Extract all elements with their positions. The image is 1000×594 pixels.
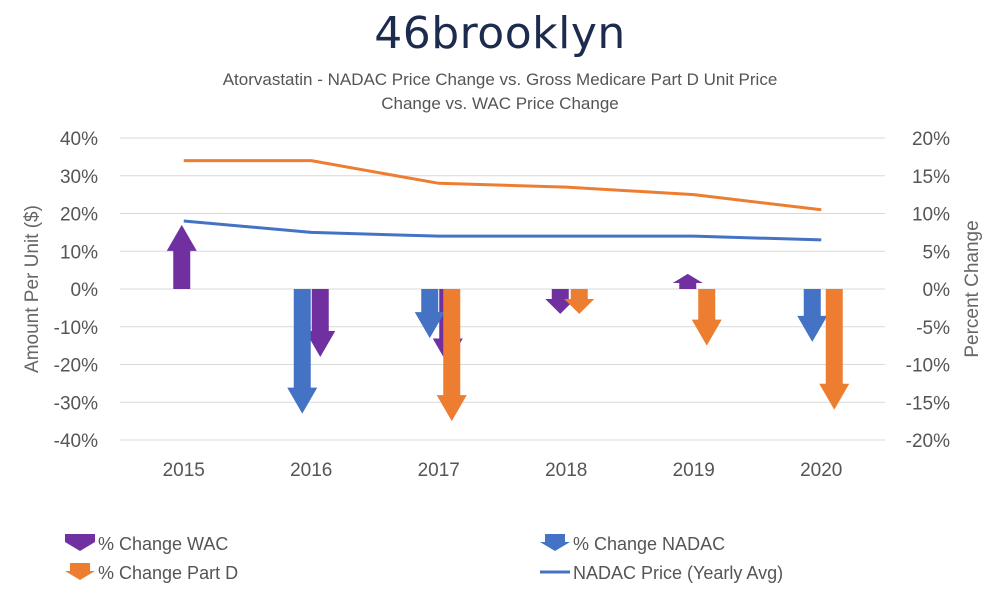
- x-tick-label: 2020: [800, 460, 842, 481]
- x-tick-label: 2019: [673, 460, 715, 481]
- right-tick-label: -20%: [906, 431, 950, 452]
- right-tick-label: 0%: [923, 280, 951, 301]
- right-tick-label: -15%: [906, 393, 950, 414]
- line-series-path: [183, 159, 822, 212]
- left-tick-label: -40%: [54, 431, 98, 452]
- arrow-bar: [797, 289, 828, 342]
- legend-arrow-swatch: [540, 534, 570, 551]
- arrow-bar: [545, 289, 576, 314]
- x-tick-label: 2015: [163, 460, 205, 481]
- right-axis-label: Percent Change: [962, 220, 983, 357]
- left-tick-label: 40%: [60, 129, 98, 150]
- arrow-bar-series: [166, 224, 850, 422]
- arrow-bar: [414, 289, 445, 339]
- legend-label: % Change Part D: [98, 563, 238, 583]
- left-tick-label: 10%: [60, 242, 98, 263]
- right-tick-label: 20%: [912, 129, 950, 150]
- arrow-bar: [819, 289, 850, 410]
- right-axis-ticks: 20% 15% 10% 5% 0% -5% -10% -15% -20%: [906, 129, 950, 452]
- left-tick-label: 0%: [71, 280, 99, 301]
- gridlines: [120, 137, 885, 441]
- arrow-bar: [691, 289, 722, 346]
- legend-arrow-swatch: [65, 534, 95, 551]
- left-axis-ticks: 40% 30% 20% 10% 0% -10% -20% -30% -40%: [54, 129, 98, 452]
- brand-logo: 46brooklyn: [374, 8, 626, 59]
- arrow-bar: [166, 224, 197, 289]
- left-axis-label: Amount Per Unit ($): [22, 205, 43, 373]
- line-series: [183, 159, 822, 242]
- right-tick-label: -5%: [916, 318, 950, 339]
- left-tick-label: 30%: [60, 167, 98, 188]
- left-tick-label: -20%: [54, 356, 98, 377]
- left-tick-label: -10%: [54, 318, 98, 339]
- right-tick-label: 10%: [912, 205, 950, 226]
- arrow-bar: [287, 289, 318, 414]
- legend: % Change WAC % Change NADAC % Change Part …: [65, 534, 783, 583]
- x-axis-ticks: 2015 2016 2017 2018 2019 2020: [163, 460, 843, 481]
- x-tick-label: 2017: [418, 460, 460, 481]
- x-tick-label: 2016: [290, 460, 332, 481]
- line-series-path: [183, 219, 822, 242]
- arrow-bar: [305, 289, 336, 357]
- legend-label: % Change WAC: [98, 534, 228, 554]
- right-tick-label: -10%: [906, 356, 950, 377]
- left-tick-label: -30%: [54, 393, 98, 414]
- right-tick-label: 15%: [912, 167, 950, 188]
- legend-arrow-swatch: [65, 563, 95, 580]
- arrow-bar: [672, 273, 703, 289]
- right-tick-label: 5%: [923, 242, 951, 263]
- left-tick-label: 20%: [60, 205, 98, 226]
- chart-title: Atorvastatin - NADAC Price Change vs. Gr…: [222, 70, 778, 113]
- x-tick-label: 2018: [545, 460, 587, 481]
- arrow-bar: [436, 289, 467, 422]
- legend-label: % Change NADAC: [573, 534, 725, 554]
- arrow-bar: [564, 289, 595, 314]
- legend-label: NADAC Price (Yearly Avg): [573, 563, 783, 583]
